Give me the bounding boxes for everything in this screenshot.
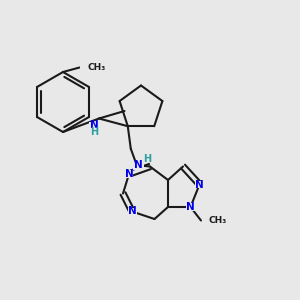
Bar xyxy=(195,181,204,188)
Text: CH₃: CH₃ xyxy=(208,216,227,225)
Bar xyxy=(186,203,195,211)
Text: N: N xyxy=(128,206,136,217)
Bar xyxy=(89,122,100,130)
Text: N: N xyxy=(134,160,142,170)
Bar xyxy=(133,163,143,170)
Text: N: N xyxy=(186,202,195,212)
Bar xyxy=(202,217,214,224)
Text: CH₃: CH₃ xyxy=(87,63,105,72)
Bar xyxy=(124,170,134,178)
Bar xyxy=(80,64,91,71)
Bar xyxy=(128,208,136,215)
Text: H: H xyxy=(90,127,99,137)
Text: N: N xyxy=(90,119,99,130)
Text: H: H xyxy=(143,154,151,164)
Text: N: N xyxy=(124,169,134,179)
Text: N: N xyxy=(195,179,204,190)
